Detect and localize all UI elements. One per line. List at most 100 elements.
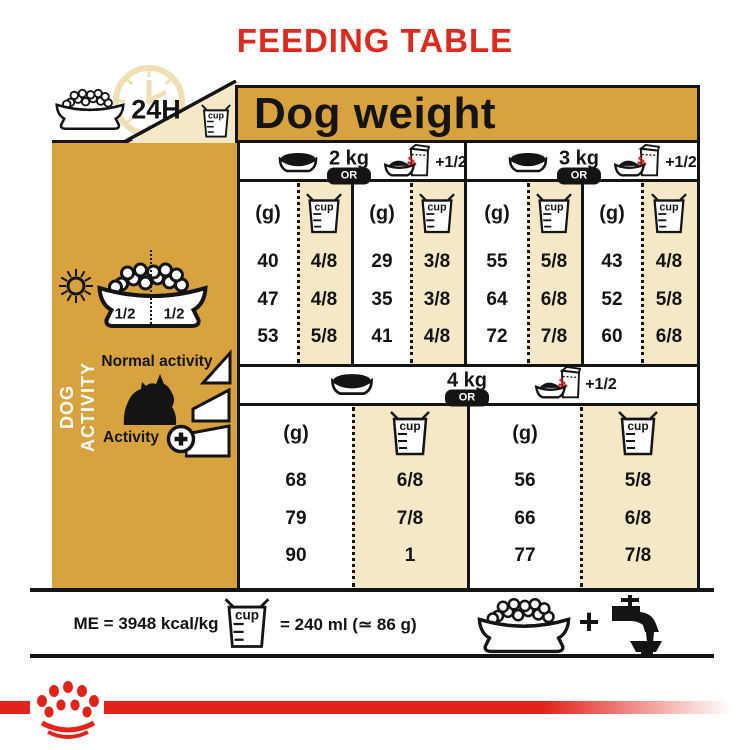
plus-sign: + xyxy=(578,601,600,642)
half-left-label: 1/2 xyxy=(114,305,136,323)
plus-half-label: +1/2 xyxy=(435,154,467,171)
dog-weight-header: Dog weight xyxy=(235,85,700,143)
dotted-divider xyxy=(352,407,355,587)
value-cell: 6/8 xyxy=(624,508,652,529)
meal-split-bowl-icon xyxy=(97,262,208,328)
dotted-divider xyxy=(580,407,583,587)
value-cell: 72 xyxy=(486,326,508,347)
value-cell: 66 xyxy=(514,508,536,529)
svg-text:cup: cup xyxy=(314,201,334,213)
dog-activity-vertical-label: DOG ACTIVITY xyxy=(57,362,98,453)
value-cell: 7/8 xyxy=(624,545,652,566)
value-cell: 52 xyxy=(601,289,623,310)
moon-icon xyxy=(208,273,223,303)
bowl-and-bag-icon xyxy=(613,144,661,177)
plus-circle-icon xyxy=(166,424,196,454)
value-cell: 40 xyxy=(257,251,279,272)
grams-header: (g) xyxy=(599,202,625,225)
or-badge: OR xyxy=(327,167,371,185)
brand-bar-left xyxy=(0,701,30,714)
grams-header: (g) xyxy=(484,202,510,225)
value-cell: 6/8 xyxy=(396,470,424,491)
half-right-label: 1/2 xyxy=(163,305,185,323)
svg-text:cup: cup xyxy=(544,201,564,213)
value-cell: 5/8 xyxy=(624,470,652,491)
plus-half-label: +1/2 xyxy=(665,154,697,171)
svg-text:cup: cup xyxy=(399,419,420,433)
dotted-divider xyxy=(527,183,530,363)
plus-half-label: +1/2 xyxy=(585,376,617,393)
svg-text:cup: cup xyxy=(659,201,679,213)
value-cell: 6/8 xyxy=(540,289,568,310)
crown-paw-logo xyxy=(37,681,99,739)
value-cell: 3/8 xyxy=(423,251,451,272)
value-cell: 68 xyxy=(285,470,307,491)
empty-bowl-icon xyxy=(331,374,373,395)
dog-silhouette-icon xyxy=(123,374,177,425)
dotted-divider xyxy=(410,183,413,363)
measuring-cup-icon: cup xyxy=(201,104,231,138)
brand-bar xyxy=(104,701,750,714)
grams-header: (g) xyxy=(255,202,281,225)
empty-bowl-icon xyxy=(508,153,548,173)
value-cell: 53 xyxy=(257,326,279,347)
value-cell: 90 xyxy=(285,545,307,566)
half-divider xyxy=(464,143,467,364)
value-cell: 1 xyxy=(404,545,416,566)
value-cell: 5/8 xyxy=(310,326,338,347)
value-cell: 4/8 xyxy=(423,326,451,347)
value-cell: 29 xyxy=(371,251,393,272)
24h-label: 24H xyxy=(131,94,181,125)
measuring-cup-icon: cup xyxy=(618,411,658,456)
weight-label-2kg: 2 kg xyxy=(328,147,370,170)
or-badge: OR xyxy=(445,389,489,407)
bowl-and-bag-icon xyxy=(534,366,582,399)
me-kcal-label: ME = 3948 kcal/kg xyxy=(73,614,219,633)
meal-split-divider xyxy=(150,250,152,328)
value-cell: 5/8 xyxy=(540,251,568,272)
measuring-cup-icon: cup xyxy=(224,598,270,648)
value-cell: 7/8 xyxy=(540,326,568,347)
activity-level-ramps-icon xyxy=(185,349,232,458)
grams-header: (g) xyxy=(369,202,395,225)
kibble-bowl-icon xyxy=(55,88,125,130)
value-cell: 4/8 xyxy=(310,251,338,272)
value-cell: 79 xyxy=(285,508,307,529)
table-right-border xyxy=(697,85,700,592)
value-cell: 4/8 xyxy=(655,251,683,272)
svg-text:cup: cup xyxy=(627,419,648,433)
subcol-divider xyxy=(581,182,584,364)
value-cell: 41 xyxy=(371,326,393,347)
activity-label: Activity xyxy=(103,429,159,446)
weight-label-4kg: 4 kg xyxy=(446,369,488,392)
value-cell: 5/8 xyxy=(655,289,683,310)
footer-top-rule xyxy=(30,588,714,592)
value-cell: 56 xyxy=(514,470,536,491)
or-badge: OR xyxy=(557,167,601,185)
grams-header: (g) xyxy=(512,422,538,445)
value-cell: 3/8 xyxy=(423,289,451,310)
dotted-divider xyxy=(641,183,644,363)
measuring-cup-icon: cup xyxy=(536,193,572,234)
svg-text:cup: cup xyxy=(208,111,225,121)
grams-header: (g) xyxy=(283,422,309,445)
value-cell: 47 xyxy=(257,289,279,310)
measuring-cup-icon: cup xyxy=(651,193,687,234)
empty-bowl-icon xyxy=(278,153,318,173)
half-divider-lower xyxy=(467,406,470,589)
measuring-cup-icon: cup xyxy=(306,193,342,234)
dog-weight-label: Dog weight xyxy=(254,89,497,138)
water-tap-icon xyxy=(612,595,662,655)
value-cell: 43 xyxy=(601,251,623,272)
page-title: FEEDING TABLE xyxy=(236,22,514,59)
value-cell: 77 xyxy=(514,545,536,566)
value-cell: 60 xyxy=(601,326,623,347)
bowl-and-bag-icon xyxy=(383,144,431,177)
subcol-divider xyxy=(351,182,354,364)
section1-header-border xyxy=(237,179,700,182)
measuring-cup-icon: cup xyxy=(390,411,430,456)
svg-text:cup: cup xyxy=(235,608,259,623)
dotted-divider xyxy=(297,183,300,363)
value-cell: 64 xyxy=(486,289,508,310)
